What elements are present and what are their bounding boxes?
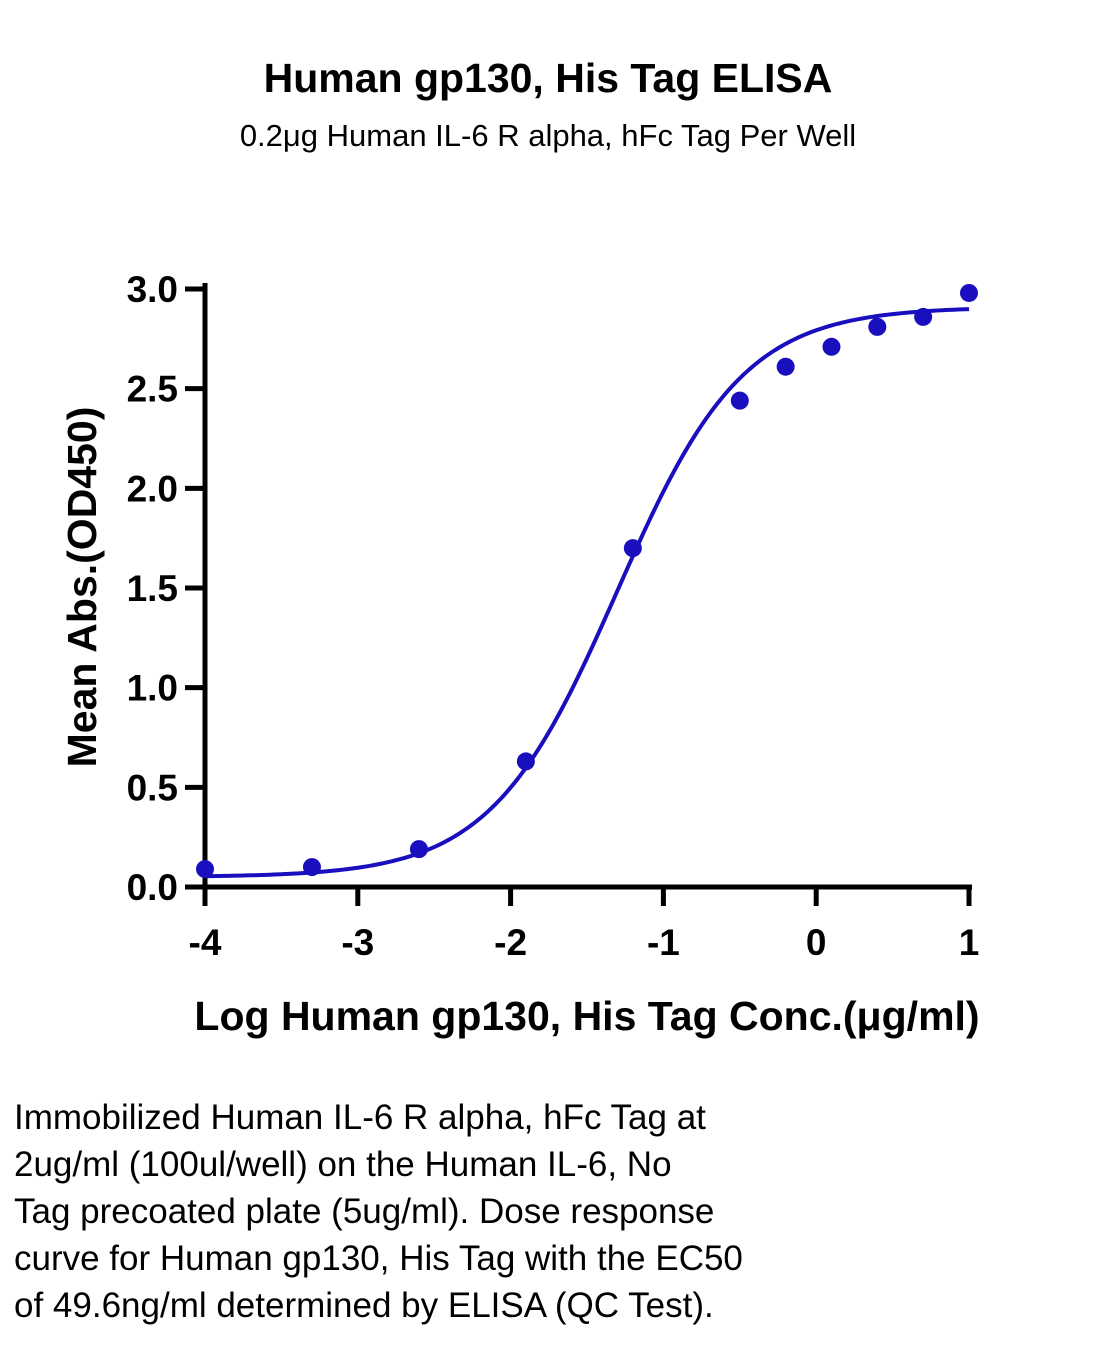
y-axis-label: Mean Abs.(OD450) xyxy=(59,407,105,768)
chart-subtitle: 0.2μg Human IL-6 R alpha, hFc Tag Per We… xyxy=(239,118,857,153)
data-point xyxy=(868,317,887,336)
x-ticks: -4 -3 -2 -1 0 1 xyxy=(189,887,980,963)
x-tick-label: -1 xyxy=(647,922,680,963)
data-points xyxy=(196,283,978,879)
y-tick-label: 0.5 xyxy=(127,767,178,808)
x-axis-label: Log Human gp130, His Tag Conc.(μg/ml) xyxy=(194,993,979,1039)
data-point xyxy=(914,307,933,326)
y-axis: 0.0 0.5 1.0 1.5 2.0 2.5 3.0 xyxy=(127,269,208,908)
data-point xyxy=(196,860,214,879)
x-tick-label: -2 xyxy=(494,922,527,963)
data-point xyxy=(776,357,795,376)
x-tick-label: 1 xyxy=(959,922,980,963)
y-tick-label: 0.0 xyxy=(127,867,178,908)
data-point xyxy=(409,840,428,859)
x-tick-label: -3 xyxy=(341,922,374,963)
x-tick-label: -4 xyxy=(189,922,222,963)
data-point xyxy=(730,391,749,410)
data-point xyxy=(302,858,321,877)
data-point xyxy=(623,539,642,558)
elisa-chart: 0.0 0.5 1.0 1.5 2.0 2.5 3.0 -4 -3 -2 -1 0 1 Mean Ab… xyxy=(59,269,980,1039)
y-tick-label: 1.5 xyxy=(127,568,178,609)
data-point xyxy=(822,337,841,356)
data-point xyxy=(960,283,978,302)
chart-title: Human gp130, His Tag ELISA xyxy=(263,55,833,101)
figure-caption: Immobilized Human IL-6 R alpha, hFc Tag … xyxy=(14,1098,743,1325)
y-tick-label: 3.0 xyxy=(127,269,178,310)
data-point xyxy=(516,752,535,771)
y-tick-label: 1.0 xyxy=(127,668,178,709)
x-tick-label: 0 xyxy=(806,922,827,963)
y-tick-label: 2.5 xyxy=(127,369,178,410)
y-ticks: 0.0 0.5 1.0 1.5 2.0 2.5 3.0 xyxy=(127,269,205,908)
x-axis: -4 -3 -2 -1 0 1 xyxy=(185,884,980,963)
y-tick-label: 2.0 xyxy=(127,468,178,509)
fit-curve-line xyxy=(204,307,970,879)
